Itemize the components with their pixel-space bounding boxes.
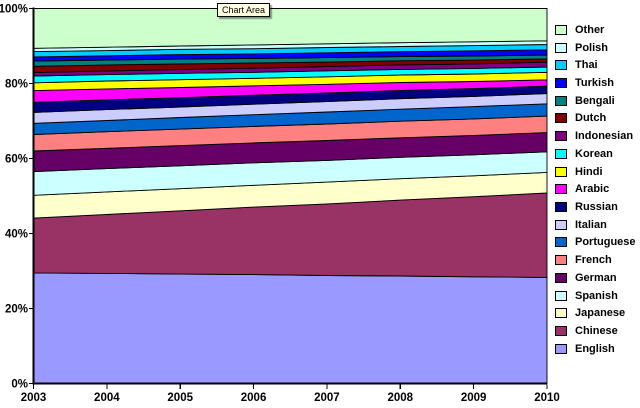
legend-key-icon xyxy=(555,219,567,230)
x-tick-label: 2009 xyxy=(461,392,487,404)
legend-item-dutch[interactable]: Dutch xyxy=(555,110,636,128)
legend-item-korean[interactable]: Korean xyxy=(555,145,636,163)
legend-item-chinese[interactable]: Chinese xyxy=(555,322,636,340)
legend-label: Indonesian xyxy=(575,130,634,143)
legend-label: Bengali xyxy=(575,94,615,107)
legend-key-icon xyxy=(555,131,567,142)
legend-item-spanish[interactable]: Spanish xyxy=(555,287,636,305)
legend-key-icon xyxy=(555,343,567,354)
legend-key-icon xyxy=(555,326,567,337)
y-axis[interactable]: 0% 20% 40% 60% 80% 100% xyxy=(0,4,35,391)
x-tick-label: 2003 xyxy=(21,392,47,404)
x-tick-label: 2010 xyxy=(534,392,560,404)
legend-key-icon xyxy=(555,290,567,301)
legend-label: Other xyxy=(575,23,605,36)
legend-label: Hindi xyxy=(575,165,603,178)
legend-item-indonesian[interactable]: Indonesian xyxy=(555,127,636,145)
x-tick-label: 2008 xyxy=(387,392,413,404)
legend-item-turkish[interactable]: Turkish xyxy=(555,74,636,92)
area-series-english[interactable] xyxy=(33,272,548,384)
legend-label: Spanish xyxy=(575,289,618,302)
legend-label: Arabic xyxy=(575,183,610,196)
y-tick-label: 40% xyxy=(5,229,28,241)
y-tick-label: 0% xyxy=(11,379,28,391)
legend-label: Russian xyxy=(575,201,618,214)
legend-label: French xyxy=(575,254,612,267)
legend-label: Portuguese xyxy=(575,236,636,249)
legend-item-thai[interactable]: Thai xyxy=(555,56,636,74)
legend-label: Turkish xyxy=(575,77,614,90)
legend-key-icon xyxy=(555,78,567,89)
y-tick-label: 100% xyxy=(0,4,28,16)
legend-label: Chinese xyxy=(575,325,618,338)
legend-key-icon xyxy=(555,60,567,71)
legend-item-portuguese[interactable]: Portuguese xyxy=(555,234,636,252)
y-tick-label: 80% xyxy=(5,79,28,91)
legend-label: Korean xyxy=(575,147,613,160)
legend-label: Thai xyxy=(575,59,598,72)
legend-label: Dutch xyxy=(575,112,607,125)
y-tick-label: 60% xyxy=(5,154,28,166)
legend-item-russian[interactable]: Russian xyxy=(555,198,636,216)
legend-key-icon xyxy=(555,255,567,266)
x-tick-label: 2004 xyxy=(94,392,120,404)
legend-key-icon xyxy=(555,113,567,124)
legend-key-icon xyxy=(555,237,567,248)
legend-label: German xyxy=(575,271,617,284)
legend-item-other[interactable]: Other xyxy=(555,21,636,39)
legend-item-polish[interactable]: Polish xyxy=(555,39,636,57)
legend: Other Polish Thai Turkish Bengali Dutch Indone… xyxy=(555,21,636,358)
legend-key-icon xyxy=(555,95,567,106)
tooltip-label: Chart Area xyxy=(222,5,266,15)
legend-label: Polish xyxy=(575,41,609,54)
legend-item-french[interactable]: French xyxy=(555,251,636,269)
x-tick-label: 2007 xyxy=(314,392,340,404)
legend-item-arabic[interactable]: Arabic xyxy=(555,180,636,198)
legend-item-bengali[interactable]: Bengali xyxy=(555,92,636,110)
legend-key-icon xyxy=(555,272,567,283)
legend-label: Italian xyxy=(575,218,607,231)
legend-key-icon xyxy=(555,308,567,319)
legend-item-hindi[interactable]: Hindi xyxy=(555,163,636,181)
x-tick-label: 2006 xyxy=(241,392,267,404)
legend-label: English xyxy=(575,342,615,355)
x-axis[interactable]: 2003 2004 2005 2006 2007 2008 2009 2010 xyxy=(21,382,560,405)
legend-item-german[interactable]: German xyxy=(555,269,636,287)
legend-item-english[interactable]: English xyxy=(555,340,636,358)
legend-key-icon xyxy=(555,184,567,195)
legend-item-italian[interactable]: Italian xyxy=(555,216,636,234)
y-tick-label: 20% xyxy=(5,304,28,316)
legend-key-icon xyxy=(555,166,567,177)
legend-key-icon xyxy=(555,24,567,35)
legend-item-japanese[interactable]: Japanese xyxy=(555,305,636,323)
x-tick-label: 2005 xyxy=(167,392,193,404)
legend-label: Japanese xyxy=(575,307,626,320)
legend-key-icon xyxy=(555,202,567,213)
legend-key-icon xyxy=(555,148,567,159)
chart-area-tooltip: Chart Area xyxy=(217,3,271,17)
legend-key-icon xyxy=(555,42,567,53)
